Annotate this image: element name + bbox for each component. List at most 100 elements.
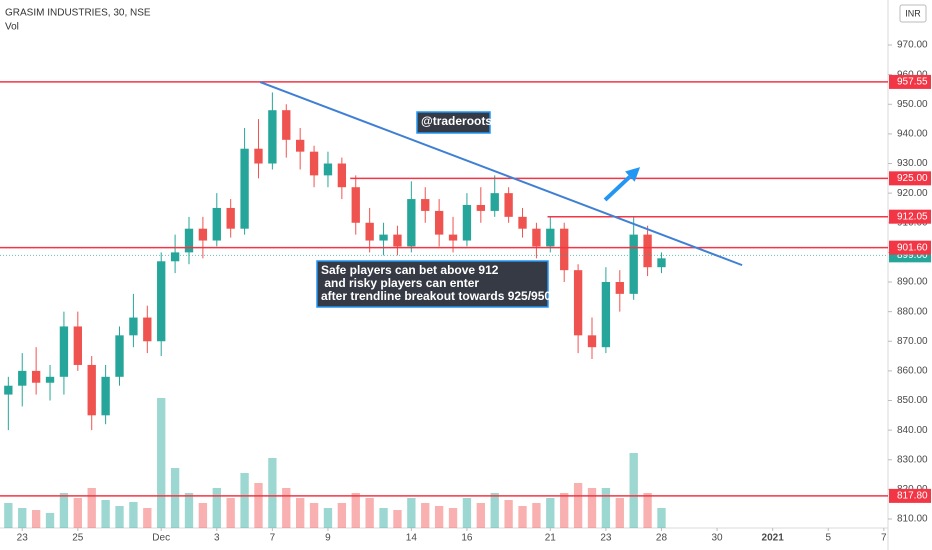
- drawings: @traderoots_ Safe players can bet above 9…: [0, 81, 888, 497]
- y-tick-label: 960.00: [897, 69, 928, 80]
- candle-body: [560, 228, 569, 271]
- volume-bar: [59, 493, 69, 528]
- candle-body: [448, 234, 458, 241]
- volume-bar: [45, 513, 55, 528]
- candle-body: [490, 193, 499, 211]
- x-tick-label: 2021: [762, 533, 785, 544]
- volume-bar: [184, 493, 194, 528]
- annotation-text: and risky players can enter: [321, 276, 479, 290]
- volume-bar: [601, 488, 611, 528]
- candle-body: [31, 370, 41, 383]
- candle-body: [157, 261, 166, 342]
- level-tag: [889, 488, 931, 503]
- volume-bar: [87, 488, 96, 528]
- candle-body: [657, 258, 666, 268]
- candle-body: [226, 207, 235, 229]
- annotation-text: after trendline breakout towards 925/950…: [321, 289, 565, 303]
- level-label: 957.55: [897, 77, 928, 88]
- candle-body: [4, 385, 13, 395]
- candle-body: [184, 228, 194, 253]
- candle-body: [434, 210, 444, 235]
- candle-body: [365, 222, 374, 241]
- candle-body: [379, 234, 388, 241]
- volume-bar: [407, 498, 416, 528]
- candle-body: [337, 163, 347, 188]
- volume-bar: [254, 483, 263, 528]
- volume-bar: [351, 493, 360, 528]
- level-label: 925.00: [897, 173, 928, 184]
- volume-bar: [573, 483, 583, 528]
- x-tick-label: 25: [72, 533, 84, 544]
- volume-bar: [587, 488, 597, 528]
- candle-body: [393, 234, 402, 247]
- y-tick-label: 830.00: [897, 454, 928, 465]
- y-tick-label: 840.00: [897, 425, 928, 436]
- level-label: 901.60: [897, 242, 928, 253]
- candle-body: [546, 228, 555, 247]
- x-tick-label: 30: [712, 533, 724, 544]
- candle-body: [351, 187, 360, 223]
- volume-bar: [615, 498, 624, 528]
- candle-body: [268, 110, 277, 164]
- volume-bar: [532, 503, 541, 528]
- x-tick-label: 21: [545, 533, 557, 544]
- volume-bar: [629, 453, 638, 528]
- candle-body: [282, 110, 291, 140]
- volume-bar: [434, 506, 444, 528]
- candle-body: [309, 151, 319, 176]
- level-label: 912.05: [897, 211, 928, 222]
- candle-body: [45, 376, 55, 383]
- level-tag: [889, 209, 931, 224]
- x-tick-label: 7: [881, 533, 887, 544]
- candle-body: [240, 148, 249, 229]
- trendline: [259, 81, 743, 267]
- level-label: 817.80: [897, 491, 928, 502]
- x-tick-label: 14: [406, 533, 418, 544]
- x-tick-label: Dec: [152, 533, 170, 544]
- candle-body: [421, 199, 430, 211]
- currency-button[interactable]: [899, 4, 927, 23]
- candle-body: [18, 370, 27, 386]
- candle-body: [601, 282, 611, 348]
- y-tick-label: 890.00: [897, 277, 928, 288]
- x-tick-label: 16: [461, 533, 473, 544]
- candle-body: [518, 216, 527, 229]
- y-tick-label: 950.00: [897, 99, 928, 110]
- volume-bar: [129, 502, 138, 528]
- candle-body: [504, 193, 513, 217]
- axes: 810.00820.00830.00840.00850.00860.00870.…: [17, 40, 931, 544]
- candle-body: [73, 326, 82, 365]
- candle-body: [101, 376, 110, 416]
- volume-bar: [143, 508, 152, 528]
- candle-body: [212, 207, 221, 241]
- annotation-box: [416, 111, 491, 134]
- volume-bar: [18, 508, 27, 528]
- candle-body: [129, 317, 138, 336]
- y-tick-label: 860.00: [897, 366, 928, 377]
- volume-bar: [296, 498, 305, 528]
- volume-bar: [365, 498, 374, 528]
- candle-body: [587, 335, 597, 348]
- annotation-text: @traderoots_: [421, 114, 499, 128]
- x-tick-label: 3: [214, 533, 220, 544]
- candle-body: [323, 163, 333, 176]
- volume-bar: [657, 508, 666, 528]
- volume-bar: [282, 488, 291, 528]
- volume-bar: [31, 510, 41, 528]
- candle-body: [198, 228, 208, 241]
- volume-bar: [490, 493, 499, 528]
- candle-body: [59, 326, 69, 377]
- candle-body: [615, 282, 624, 294]
- x-tick-label: 7: [270, 533, 276, 544]
- price-pane: [4, 92, 666, 431]
- volume-bar: [518, 506, 527, 528]
- candle-body: [170, 252, 180, 262]
- candle-body: [532, 228, 541, 247]
- arrow-shaft: [603, 175, 632, 202]
- currency-label: INR: [905, 8, 921, 18]
- volume-bar: [643, 493, 652, 528]
- volume-bar: [157, 398, 166, 528]
- y-tick-label: 810.00: [897, 514, 928, 525]
